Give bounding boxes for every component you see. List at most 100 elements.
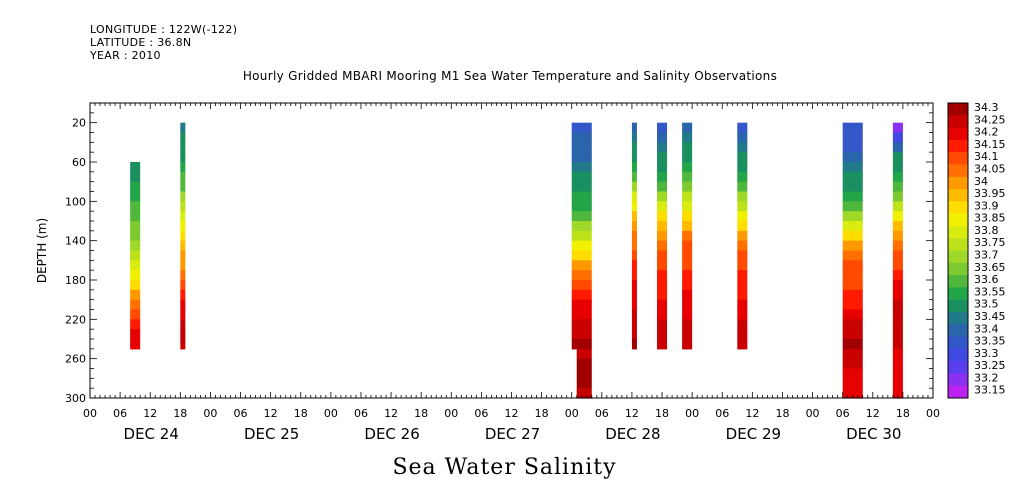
data-cell — [571, 221, 592, 232]
x-tick-label: 00 — [565, 407, 579, 420]
data-cell — [657, 309, 668, 320]
data-cell — [576, 348, 592, 360]
y-axis-label: DEPTH (m) — [35, 218, 49, 283]
data-cell — [657, 201, 668, 212]
data-cell — [892, 211, 903, 222]
data-cell — [682, 122, 693, 134]
data-cell — [180, 280, 186, 291]
data-cell — [571, 211, 592, 222]
colorbar-frame — [947, 102, 969, 399]
colorbar-swatch — [948, 213, 968, 227]
data-cell — [576, 368, 592, 379]
y-tick-label: 180 — [65, 274, 86, 287]
data-cell — [737, 191, 748, 202]
data-cell — [892, 142, 903, 153]
data-cell — [631, 201, 637, 212]
y-tick-label: 60 — [72, 156, 86, 169]
data-cell — [180, 250, 186, 261]
x-tick-label: 18 — [655, 407, 669, 420]
colorbar-label: 34.25 — [974, 113, 1006, 126]
data-cell — [631, 250, 637, 261]
data-cell — [571, 270, 592, 281]
data-cell — [180, 309, 186, 320]
data-column — [571, 122, 592, 350]
x-tick-label: 12 — [384, 407, 398, 420]
data-cell — [892, 221, 903, 232]
data-cell — [130, 240, 141, 252]
data-cell — [180, 132, 186, 143]
data-cell — [842, 230, 863, 242]
x-tick-label: 06 — [113, 407, 127, 420]
colorbar-swatch — [948, 275, 968, 288]
data-cell — [682, 162, 693, 173]
colorbar-swatch — [948, 152, 968, 165]
data-cell — [657, 181, 668, 193]
data-cell — [892, 132, 903, 143]
data-cell — [631, 221, 637, 232]
data-cell — [571, 171, 592, 183]
data-cell — [130, 181, 141, 193]
data-cell — [631, 289, 637, 301]
chart-title: Hourly Gridded MBARI Mooring M1 Sea Wate… — [242, 69, 778, 83]
data-cell — [657, 211, 668, 222]
colorbar-label: 34.1 — [974, 150, 999, 163]
x-tick-label: 06 — [836, 407, 850, 420]
data-cell — [842, 142, 863, 153]
data-cell — [892, 329, 903, 340]
colorbar-label: 33.25 — [974, 359, 1006, 372]
colorbar-swatch — [948, 164, 968, 178]
data-layer — [130, 122, 903, 399]
data-cell — [657, 339, 668, 350]
data-cell — [631, 132, 637, 143]
colorbar-label: 33.55 — [974, 285, 1006, 298]
data-column — [130, 162, 141, 350]
data-cell — [571, 289, 592, 301]
data-cell — [130, 230, 141, 242]
x-tick-label: 18 — [896, 407, 910, 420]
data-cell — [180, 152, 186, 163]
data-cell — [842, 152, 863, 163]
data-cell — [571, 240, 592, 252]
data-cell — [130, 211, 141, 222]
data-cell — [657, 240, 668, 252]
data-cell — [631, 319, 637, 330]
data-cell — [682, 299, 693, 311]
data-cell — [842, 388, 863, 399]
data-cell — [682, 270, 693, 281]
colorbar-swatch — [948, 299, 968, 313]
data-column — [682, 122, 693, 350]
data-cell — [631, 280, 637, 291]
x-tick-label: 12 — [143, 407, 157, 420]
data-cell — [682, 280, 693, 291]
data-cell — [180, 289, 186, 301]
data-cell — [737, 181, 748, 193]
data-cell — [737, 142, 748, 153]
x-tick-label: 12 — [505, 407, 519, 420]
y-tick-label: 140 — [65, 235, 86, 248]
colorbar-swatch — [948, 201, 968, 215]
data-cell — [631, 329, 637, 340]
data-cell — [842, 309, 863, 320]
x-tick-label: 00 — [324, 407, 338, 420]
data-cell — [130, 162, 141, 173]
data-cell — [657, 280, 668, 291]
data-cell — [130, 270, 141, 281]
data-cell — [180, 171, 186, 183]
x-tick-label: 00 — [685, 407, 699, 420]
colorbar-swatch — [948, 385, 968, 399]
x-day-label: DEC 25 — [244, 425, 299, 443]
data-cell — [576, 388, 592, 399]
data-cell — [737, 289, 748, 301]
data-cell — [571, 142, 592, 153]
data-cell — [657, 162, 668, 173]
x-tick-label: 06 — [354, 407, 368, 420]
colorbar-label: 33.95 — [974, 187, 1006, 200]
data-cell — [180, 181, 186, 193]
y-tick-label: 260 — [65, 353, 86, 366]
data-cell — [657, 329, 668, 340]
data-cell — [571, 122, 592, 134]
data-cell — [892, 368, 903, 379]
colorbar-label: 33.6 — [974, 273, 999, 286]
data-cell — [571, 250, 592, 261]
